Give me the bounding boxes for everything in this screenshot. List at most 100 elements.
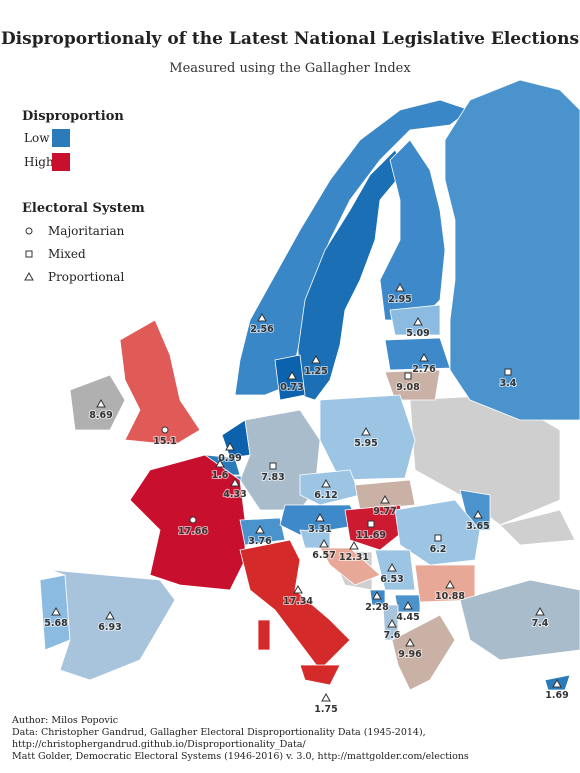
marker-proportional: [387, 562, 397, 572]
index-value: 2.56: [250, 324, 274, 335]
marker-mixed: [367, 520, 375, 528]
index-value: 8.69: [89, 410, 112, 421]
index-value: 2.28: [365, 602, 389, 613]
index-value: 6.12: [314, 490, 337, 501]
index-value: 3.4: [500, 378, 517, 389]
country: [459, 579, 580, 661]
country: [444, 79, 580, 421]
index-value: 4.45: [396, 612, 419, 623]
index-value: 10.88: [435, 591, 465, 602]
marker-proportional: [319, 538, 329, 548]
marker-proportional: [51, 606, 61, 616]
index-value: 2.95: [388, 294, 411, 305]
index-value: 3.65: [466, 521, 489, 532]
marker-proportional: [315, 512, 325, 522]
country: [319, 394, 416, 481]
legend-label: Proportional: [48, 270, 124, 284]
marker-proportional: [287, 370, 297, 380]
index-value: 1.75: [314, 704, 337, 715]
index-value: 9.77: [373, 506, 396, 517]
marker-mixed: [504, 368, 512, 376]
marker-proportional: [321, 478, 331, 488]
country: [344, 504, 406, 551]
footer-line: Data: Christopher Gandrud, Gallagher Ele…: [12, 727, 426, 738]
footer-line: Matt Golder, Democratic Electoral System…: [12, 751, 469, 762]
country: [257, 619, 271, 651]
marker-proportional: [380, 494, 390, 504]
index-value: 5.95: [354, 438, 377, 449]
marker-proportional: [473, 509, 483, 519]
legend-label: High: [24, 155, 54, 169]
marker-proportional: [387, 618, 397, 628]
marker-proportional: [403, 600, 413, 610]
index-value: 2.76: [412, 364, 436, 375]
country: [49, 569, 176, 681]
marker-proportional: [257, 312, 267, 322]
index-value: 17.34: [283, 596, 313, 607]
country: [69, 374, 126, 431]
marker-proportional: [230, 477, 240, 487]
marker-proportional: [321, 692, 331, 702]
index-value: 6.53: [380, 574, 403, 585]
country: [384, 369, 441, 401]
index-value: 12.31: [339, 552, 369, 563]
index-value: 1.25: [304, 366, 327, 377]
marker-proportional: [255, 524, 265, 534]
legend-swatch: [52, 129, 70, 147]
subtitle: Measured using the Gallagher Index: [169, 61, 411, 76]
country: [319, 547, 381, 586]
index-value: 17.66: [178, 526, 208, 537]
index-value: 6.2: [430, 544, 447, 555]
marker-proportional: [225, 441, 235, 451]
legend-label: Low: [24, 131, 50, 145]
marker-proportional: [445, 579, 455, 589]
legend-swatch: [52, 153, 70, 171]
marker-proportional: [372, 590, 382, 600]
marker-proportional: [419, 352, 429, 362]
country: [389, 304, 441, 336]
countries: [39, 79, 580, 699]
marker-mixed: [434, 534, 442, 542]
marker-proportional: [405, 637, 415, 647]
index-value: 5.68: [44, 618, 68, 629]
index-value: 6.93: [98, 622, 121, 633]
legend-label: Mixed: [48, 247, 86, 261]
country: [129, 454, 246, 591]
country: [299, 664, 341, 686]
marker-proportional: [311, 354, 321, 364]
index-value: 1.69: [545, 690, 568, 701]
index-value: 11.69: [356, 530, 386, 541]
footer-line: http://christophergandrud.github.io/Disp…: [12, 739, 307, 750]
legend-title: Electoral System: [22, 201, 145, 216]
legend-label: Majoritarian: [48, 224, 125, 238]
index-value: 0.73: [280, 382, 303, 393]
index-value: 5.09: [406, 328, 429, 339]
country: [297, 149, 406, 401]
index-value: 0.99: [218, 453, 241, 464]
country: [391, 614, 456, 691]
country: [239, 539, 351, 671]
marker-proportional: [215, 458, 225, 468]
marker-proportional: [395, 282, 405, 292]
marker-proportional: [293, 584, 303, 594]
index-value: 3.31: [308, 524, 331, 535]
marker-proportional: [413, 316, 423, 326]
marker-proportional: [535, 606, 545, 616]
marker-proportional: [96, 398, 106, 408]
marker-proportional: [552, 678, 562, 688]
country: [379, 139, 446, 321]
marker-mixed: [25, 250, 33, 258]
title: Disproportionaly of the Latest National …: [1, 29, 579, 49]
index-value: 9.08: [396, 382, 420, 393]
footer-line: Author: Milos Popovic: [11, 715, 118, 726]
marker-mixed: [404, 372, 412, 380]
marker-proportional: [349, 540, 359, 550]
index-value: 7.6: [384, 630, 401, 641]
country: [119, 319, 201, 446]
index-value: 7.83: [261, 472, 284, 483]
marker-proportional: [24, 271, 34, 281]
marker-proportional: [361, 426, 371, 436]
legend-title: Disproportion: [22, 109, 124, 124]
